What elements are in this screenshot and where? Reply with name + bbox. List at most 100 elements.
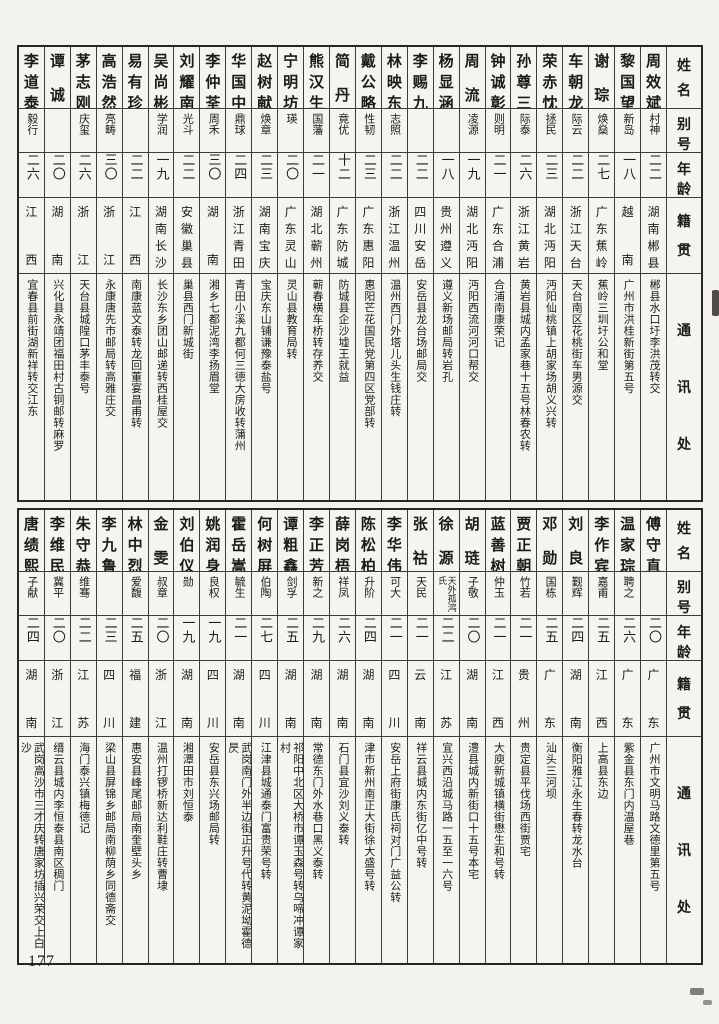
entry-origin: 湖南: [330, 661, 355, 737]
entry-alias: 周禾: [200, 109, 226, 153]
entry-age-text: 一九: [154, 153, 170, 181]
entry-address: 温州打锣桥新达利鞋庄转曹埭: [149, 737, 174, 963]
entry-column: 陈松柏升阶 二四湖南津市新州南正大街徐大盛号转: [354, 510, 381, 963]
entry-age-text: 二六: [517, 153, 533, 181]
entry-name: 金雯: [148, 510, 174, 572]
entry-age-text: 二二: [76, 616, 92, 644]
entry-origin: 湖北沔阳: [537, 198, 563, 274]
entry-age-text: 二六: [76, 153, 92, 181]
entry-origin: 湖北蕲州: [304, 198, 330, 274]
entry-origin: 四川: [252, 661, 278, 737]
entry-age-text: 二五: [128, 616, 144, 644]
entry-name: 蓝善树: [485, 510, 511, 572]
entry-age: 二二: [407, 153, 433, 198]
entry-age-text: 二〇: [284, 153, 300, 181]
entry-name: 李赐九: [407, 47, 433, 109]
entry-address-text: 宜春县前街湖新祥转交江东: [25, 279, 38, 417]
entry-age: 一九: [148, 153, 174, 198]
entry-alias-text: 焕燊: [596, 113, 609, 135]
entry-origin: 云南: [407, 661, 433, 737]
entry-age-text: 二五: [284, 616, 300, 644]
entry-origin: 湖南: [355, 661, 381, 737]
entry-alias-text: 国栋: [544, 576, 557, 598]
entry-alias: 新岛: [615, 109, 641, 153]
entry-address-text: 安岳县东兴场邮局转: [207, 742, 220, 846]
entry-address-text: 贵定县平伐场西街贾宅: [518, 742, 531, 857]
entry-age-text: 二二: [569, 153, 585, 181]
entry-alias: 子敬: [459, 572, 485, 616]
entry-age-text: 二四: [361, 616, 377, 644]
entry-alias-text: 伯陶: [259, 576, 272, 598]
entry-address: 汕头三河坝: [537, 737, 562, 963]
entry-column: 周效斌村神 二二湖南郴县郴县水口圩李洪茂转交: [640, 47, 666, 500]
entry-name: 谭粗鑫: [278, 510, 304, 572]
entry-column: 李九鲁二三四川梁山县屏锦乡邮局南柳荫乡同德斋交: [95, 510, 122, 963]
entry-age: 二九: [304, 616, 330, 661]
entry-alias: 凌源: [459, 109, 485, 153]
entry-address-text: 蕲春横车桥转存养交: [311, 279, 324, 383]
entry-column: 薛岗梧祥凤 二六湖南石门县宜沙刘义泰转: [329, 510, 355, 963]
entry-age-text: 二〇: [50, 616, 66, 644]
entry-address-text: 惠安县峰尾邮局南奎壁头乡: [129, 742, 142, 880]
entry-age-text: 二一: [517, 616, 533, 644]
entry-alias-text: 际泰: [518, 113, 531, 135]
entry-alias-text: 凌源: [466, 113, 479, 135]
entry-address: 宝庆东山铺谦豫泰盐号: [252, 274, 277, 500]
entry-address-text: 宝庆东山铺谦豫泰盐号: [259, 279, 272, 394]
entry-address: 海门泰兴镇梅德记: [71, 737, 96, 963]
entry-column: 杨显涵一八贵州遵义遵义新场邮局转岩孔: [432, 47, 459, 500]
entry-alias: 国栋: [537, 572, 563, 616]
entry-column: 林中烈爱馥 二五福建惠安县峰尾邮局南奎壁头乡: [121, 510, 148, 963]
entry-alias-text: 子敬: [466, 576, 479, 598]
entry-column: 徐源天外孤鸿氏 二二江苏宜兴西沿城马路一五至一六号: [432, 510, 459, 963]
entry-address-text: 防城县企沙墟王就益: [336, 279, 349, 383]
entry-name: 孙尊三: [511, 47, 537, 109]
entry-age-text: 二〇: [154, 616, 170, 644]
entry-name: 陈松柏: [355, 510, 381, 572]
header-cell-name: 姓名: [667, 510, 701, 572]
entry-age: 二五: [589, 616, 615, 661]
entry-name: 易有珍: [122, 47, 148, 109]
entry-age-text: 二二: [180, 153, 196, 181]
entry-origin: 湖南: [278, 661, 304, 737]
entry-name: 何树屏: [252, 510, 278, 572]
entry-name: 温家琮: [615, 510, 641, 572]
entry-column: 刘伯仪勋一九湖南湘潭田市刘恒泰: [173, 510, 200, 963]
header-cell-age: 年龄: [667, 153, 701, 198]
entry-address: 宜兴西沿城马路一五至一六号: [434, 737, 459, 963]
entry-name: 熊汉生: [304, 47, 330, 109]
entry-alias: 天外孤鸿氏: [433, 572, 459, 616]
header-cell-address: 通讯处: [677, 787, 691, 916]
entry-name: 刘伯仪: [174, 510, 200, 572]
entry-alias: 村神: [641, 109, 666, 153]
header-cell-name: 姓名: [667, 47, 701, 109]
entry-alias: 瑛: [278, 109, 304, 153]
entry-name: 黎国望: [615, 47, 641, 109]
entry-alias-text: 觐辉: [570, 576, 583, 598]
entry-address-text: 衡阳雅江永生春转龙水台: [570, 742, 583, 869]
entry-origin: 贵州: [511, 661, 537, 737]
scan-artifact: [712, 290, 719, 316]
entry-alias: 竹若: [511, 572, 537, 616]
entry-column: 易有珍二二江西南康蓝文泰转龙回董宴昌甫转: [121, 47, 148, 500]
entry-age-text: 二一: [413, 616, 429, 644]
header-cell-origin: 籍贯: [667, 661, 701, 737]
entry-alias: 竟优: [330, 109, 355, 153]
entry-alias: 聘之: [615, 572, 641, 616]
entry-address-text: 长沙东乡团山邮递转西桂屋交: [155, 279, 168, 429]
entry-column: 钟诚彰则明 二一广东合浦合浦南康荣记: [484, 47, 511, 500]
entry-age-text: 一八: [439, 153, 455, 181]
entry-age: 二四: [563, 616, 589, 661]
entry-age-text: 二六: [24, 153, 40, 181]
entry-alias: 维骞: [70, 572, 96, 616]
entry-age-text: 二二: [439, 616, 455, 644]
entry-address-text: 安岳县龙台场邮局交: [414, 279, 427, 383]
entry-name: 唐绩熙: [18, 510, 44, 572]
entry-origin: 浙江黄岩: [511, 198, 537, 274]
entry-origin: 广东灵山: [278, 198, 304, 274]
entry-address-text: 大庾新城镇横街懋生和号转: [492, 742, 505, 880]
entry-alias-text: 勋: [181, 576, 194, 587]
entry-origin: 浙江温州: [381, 198, 407, 274]
entry-alias: 国藩: [304, 109, 330, 153]
entry-address-text: 常德东门外水巷口黑义泰转: [311, 742, 324, 880]
